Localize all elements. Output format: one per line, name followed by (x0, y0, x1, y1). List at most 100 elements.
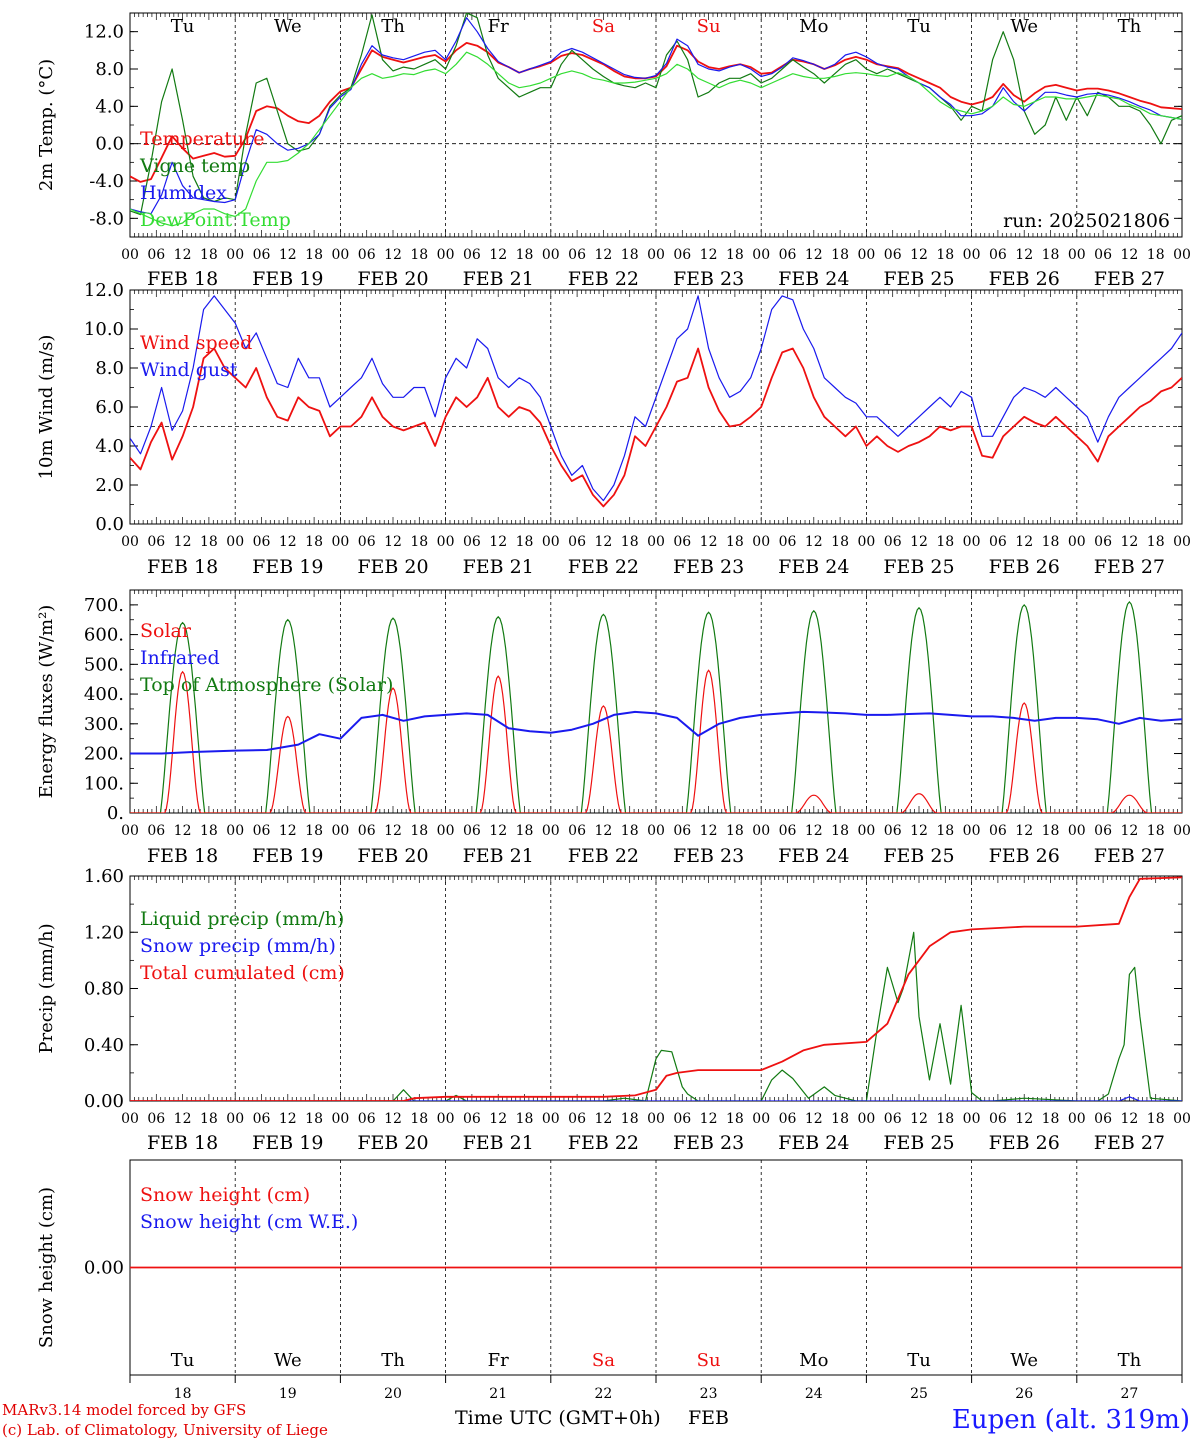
day-abbr: Tu (907, 1350, 931, 1371)
series-group (130, 295, 1182, 508)
hour-tick-label: 00 (857, 247, 875, 263)
date-label: FEB 25 (883, 268, 954, 290)
hour-tick-label: 12 (805, 823, 823, 839)
day-number: 21 (489, 1386, 507, 1402)
y-tick-label: 700. (84, 595, 124, 616)
hour-tick-label: 18 (200, 823, 218, 839)
hour-tick-label: 00 (121, 823, 139, 839)
hour-tick-label: 00 (752, 534, 770, 550)
hour-tick-label: 18 (410, 534, 428, 550)
hour-tick-label: 18 (305, 823, 323, 839)
date-label: FEB 22 (568, 268, 639, 290)
hour-tick-label: 12 (384, 534, 402, 550)
date-label: FEB 18 (147, 556, 218, 578)
day-abbr: Sa (592, 1350, 615, 1371)
y-tick-label: 0.00 (84, 1091, 124, 1112)
series-wind-gust (130, 295, 1182, 502)
date-label: FEB 27 (1094, 845, 1165, 867)
x-axis-label: Time UTC (GMT+0h) (455, 1407, 661, 1429)
hour-tick-label: 12 (594, 823, 612, 839)
hour-tick-label: 00 (752, 1111, 770, 1127)
day-number: 22 (594, 1386, 612, 1402)
hour-tick-label: 00 (752, 823, 770, 839)
hour-tick-label: 18 (831, 534, 849, 550)
hour-tick-label: 00 (963, 1111, 981, 1127)
hour-tick-label: 12 (1015, 247, 1033, 263)
legend-entry: Wind gust (140, 359, 238, 381)
day-abbr: Mo (799, 1350, 828, 1371)
date-label: FEB 22 (568, 845, 639, 867)
hour-tick-label: 12 (1120, 534, 1138, 550)
hour-tick-label: 18 (621, 823, 639, 839)
hour-tick-label: 06 (779, 534, 797, 550)
y-tick-label: 2.0 (95, 475, 124, 496)
hour-tick-label: 12 (910, 247, 928, 263)
hour-tick-label: 18 (1042, 247, 1060, 263)
date-label: FEB 19 (252, 845, 323, 867)
hour-tick-label: 06 (673, 823, 691, 839)
hour-tick-label: 06 (989, 247, 1007, 263)
hour-tick-label: 12 (1015, 534, 1033, 550)
hour-tick-label: 12 (594, 247, 612, 263)
hour-tick-label: 18 (516, 823, 534, 839)
hour-tick-label: 06 (989, 534, 1007, 550)
hour-tick-label: 00 (121, 534, 139, 550)
y-tick-label: 0. (107, 803, 124, 824)
hour-tick-label: 12 (805, 1111, 823, 1127)
hour-tick-label: 00 (963, 534, 981, 550)
date-label: FEB 21 (463, 556, 534, 578)
y-tick-label: 0.0 (95, 134, 124, 155)
y-tick-label: 600. (84, 625, 124, 646)
series-snow-precip-mm-h- (130, 1096, 1182, 1101)
legend-entry: Total cumulated (cm) (140, 962, 345, 984)
hour-tick-label: 06 (884, 823, 902, 839)
hour-tick-label: 18 (621, 534, 639, 550)
y-tick-label: 12.0 (84, 280, 124, 301)
hour-tick-label: 06 (1094, 823, 1112, 839)
hour-tick-label: 00 (963, 823, 981, 839)
hour-tick-label: 18 (726, 823, 744, 839)
day-number: 19 (279, 1386, 297, 1402)
hour-tick-label: 18 (410, 247, 428, 263)
date-label: FEB 27 (1094, 556, 1165, 578)
hour-tick-label: 12 (174, 247, 192, 263)
date-label: FEB 19 (252, 268, 323, 290)
hour-tick-label: 18 (831, 823, 849, 839)
hour-tick-label: 18 (1042, 534, 1060, 550)
legend-entry: Humidex (140, 182, 227, 204)
date-label: FEB 25 (883, 845, 954, 867)
panel-wind: 0.0 2.0 4.0 6.0 8.0 10.0 12.0 10m Wind (m/s) 00 0… (36, 280, 1191, 578)
day-number: 26 (1015, 1386, 1033, 1402)
series-top-of-atmosphere (130, 600, 1182, 813)
y-tick-label: 10.0 (84, 319, 124, 340)
day-abbr: Mo (799, 16, 828, 37)
hour-tick-label: 12 (384, 1111, 402, 1127)
hour-tick-label: 00 (752, 247, 770, 263)
y-axis-label: 10m Wind (m/s) (36, 335, 57, 480)
hour-tick-label: 12 (805, 247, 823, 263)
hour-tick-label: 18 (410, 1111, 428, 1127)
hour-tick-label: 18 (410, 823, 428, 839)
legend-entry: Temperature (140, 128, 264, 150)
hour-tick-label: 00 (121, 1111, 139, 1127)
hour-tick-label: 00 (1173, 1111, 1191, 1127)
hour-tick-label: 00 (542, 1111, 560, 1127)
hour-tick-label: 06 (568, 823, 586, 839)
y-tick-label: 4.0 (95, 96, 124, 117)
hour-tick-label: 18 (936, 823, 954, 839)
day-abbr: We (274, 1350, 302, 1371)
hour-tick-label: 00 (437, 247, 455, 263)
hour-tick-label: 06 (673, 534, 691, 550)
panel-frame (129, 589, 1183, 814)
day-abbr: Tu (907, 16, 931, 37)
hour-tick-label: 18 (726, 247, 744, 263)
series-wind-speed (130, 347, 1182, 508)
date-label: FEB 20 (357, 1132, 428, 1154)
day-abbr: Th (1118, 16, 1142, 37)
hour-tick-label: 06 (1094, 1111, 1112, 1127)
date-label: FEB 26 (989, 268, 1060, 290)
hour-tick-label: 06 (463, 823, 481, 839)
hour-tick-label: 12 (594, 534, 612, 550)
series-dewpoint-temp (130, 51, 1182, 227)
hour-tick-label: 12 (910, 534, 928, 550)
